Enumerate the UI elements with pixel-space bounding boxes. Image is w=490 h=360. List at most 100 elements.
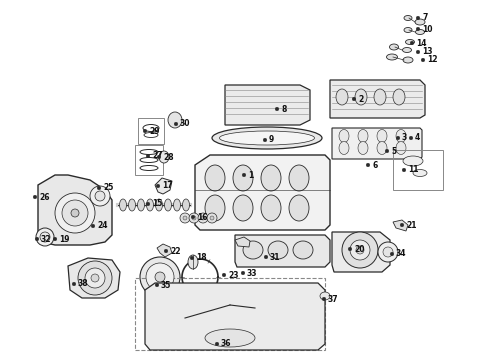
Circle shape	[36, 228, 54, 246]
Ellipse shape	[396, 130, 406, 143]
Text: 38: 38	[78, 279, 89, 288]
Text: 24: 24	[97, 221, 107, 230]
Circle shape	[155, 283, 159, 287]
Text: 35: 35	[161, 280, 172, 289]
Ellipse shape	[390, 44, 398, 50]
Text: 17: 17	[162, 181, 172, 190]
Circle shape	[35, 237, 39, 241]
Text: 26: 26	[39, 193, 49, 202]
Circle shape	[421, 58, 425, 62]
Text: 25: 25	[103, 184, 113, 193]
Ellipse shape	[416, 30, 424, 35]
Polygon shape	[332, 128, 422, 159]
Circle shape	[146, 154, 150, 158]
Polygon shape	[235, 235, 330, 267]
Circle shape	[55, 193, 95, 233]
Ellipse shape	[404, 15, 412, 21]
Text: 20: 20	[354, 244, 365, 253]
Circle shape	[53, 237, 57, 241]
Ellipse shape	[128, 199, 136, 211]
Ellipse shape	[120, 199, 126, 211]
Circle shape	[416, 16, 420, 20]
Ellipse shape	[339, 141, 349, 154]
Polygon shape	[393, 220, 408, 231]
Ellipse shape	[173, 199, 180, 211]
Circle shape	[146, 202, 150, 206]
Ellipse shape	[293, 241, 313, 259]
Text: 28: 28	[163, 153, 173, 162]
Ellipse shape	[289, 165, 309, 191]
Polygon shape	[157, 244, 172, 257]
Circle shape	[174, 122, 178, 126]
Ellipse shape	[404, 27, 412, 32]
Ellipse shape	[415, 19, 425, 25]
Ellipse shape	[393, 89, 405, 105]
Text: 23: 23	[228, 270, 239, 279]
Circle shape	[91, 274, 99, 282]
Ellipse shape	[261, 165, 281, 191]
Ellipse shape	[413, 170, 427, 176]
Circle shape	[72, 282, 76, 286]
Circle shape	[191, 215, 195, 219]
Text: 27: 27	[152, 152, 163, 161]
Circle shape	[390, 252, 394, 256]
Ellipse shape	[406, 40, 415, 45]
Circle shape	[78, 261, 112, 295]
Text: 14: 14	[416, 39, 426, 48]
Polygon shape	[195, 155, 330, 230]
Text: 37: 37	[328, 294, 339, 303]
Text: 15: 15	[152, 199, 162, 208]
Ellipse shape	[188, 255, 198, 269]
Ellipse shape	[339, 130, 349, 143]
Polygon shape	[155, 178, 172, 194]
Ellipse shape	[387, 54, 397, 60]
Polygon shape	[235, 237, 250, 247]
Text: 33: 33	[247, 269, 258, 278]
Text: 2: 2	[358, 94, 363, 104]
Text: 5: 5	[391, 147, 396, 156]
Text: 31: 31	[270, 252, 280, 261]
Circle shape	[62, 200, 88, 226]
Polygon shape	[225, 85, 310, 125]
Circle shape	[215, 342, 219, 346]
Ellipse shape	[243, 241, 263, 259]
Circle shape	[189, 213, 199, 223]
Circle shape	[356, 246, 364, 254]
Circle shape	[155, 272, 165, 282]
Circle shape	[409, 136, 413, 140]
Circle shape	[210, 216, 214, 220]
Circle shape	[242, 173, 246, 177]
Ellipse shape	[220, 131, 315, 145]
Text: 18: 18	[196, 253, 207, 262]
Ellipse shape	[182, 199, 190, 211]
Circle shape	[146, 263, 174, 291]
Circle shape	[157, 155, 161, 159]
Ellipse shape	[205, 195, 225, 221]
Circle shape	[143, 129, 147, 133]
Ellipse shape	[268, 241, 288, 259]
Text: 11: 11	[408, 166, 418, 175]
Circle shape	[385, 149, 389, 153]
Ellipse shape	[165, 199, 172, 211]
Circle shape	[192, 216, 196, 220]
Polygon shape	[68, 258, 120, 298]
Text: 34: 34	[396, 249, 407, 258]
Circle shape	[71, 209, 79, 217]
Text: 13: 13	[422, 48, 433, 57]
Text: 4: 4	[415, 134, 420, 143]
Text: 6: 6	[372, 161, 377, 170]
Ellipse shape	[358, 141, 368, 154]
Ellipse shape	[233, 165, 253, 191]
Circle shape	[342, 232, 378, 268]
Circle shape	[402, 168, 406, 172]
Text: 8: 8	[281, 104, 286, 113]
Circle shape	[190, 256, 194, 260]
Circle shape	[275, 107, 279, 111]
Circle shape	[350, 240, 370, 260]
Circle shape	[352, 97, 356, 101]
Ellipse shape	[355, 89, 367, 105]
Ellipse shape	[374, 89, 386, 105]
Ellipse shape	[320, 292, 330, 300]
Text: 19: 19	[59, 234, 70, 243]
Circle shape	[183, 216, 187, 220]
